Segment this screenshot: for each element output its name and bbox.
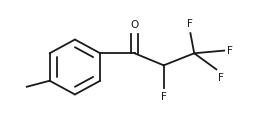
Text: F: F xyxy=(227,46,233,56)
Text: F: F xyxy=(218,73,224,83)
Text: O: O xyxy=(130,21,139,31)
Text: F: F xyxy=(187,19,193,29)
Text: F: F xyxy=(161,92,167,102)
